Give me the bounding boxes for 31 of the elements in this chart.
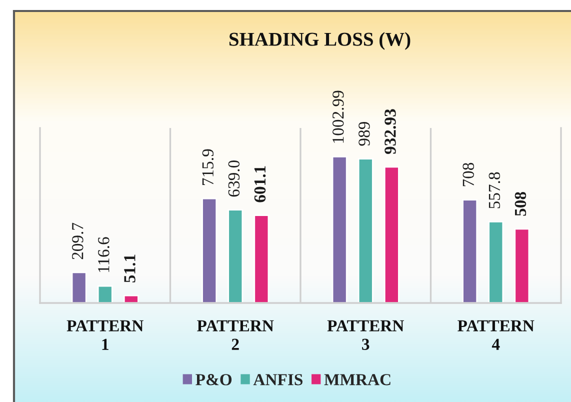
data-label: 557.8: [488, 172, 500, 208]
data-label: 715.9: [202, 149, 214, 185]
data-label: 639.0: [228, 160, 240, 197]
legend-label: P&O: [196, 374, 232, 386]
legend-label: MMRAC: [324, 374, 390, 386]
data-label: 989: [358, 122, 370, 146]
legend-label: ANFIS: [253, 374, 302, 386]
bar: [228, 209, 244, 303]
bar: [384, 166, 400, 303]
bar: [462, 199, 478, 303]
x-tick-label: PATTERN 4: [458, 320, 534, 350]
data-label: 708: [462, 162, 474, 186]
data-label: 209.7: [72, 222, 84, 260]
bar: [71, 272, 87, 303]
bar: [254, 214, 270, 303]
chart-title: SHADING LOSS (W): [230, 32, 410, 50]
x-tick-label: PATTERN 1: [66, 320, 144, 350]
data-label: 508: [514, 192, 526, 216]
data-label: 601.1: [254, 166, 266, 202]
bar: [514, 228, 530, 303]
x-tick-label: PATTERN 3: [327, 320, 404, 350]
x-tick-label: PATTERN 2: [197, 320, 274, 350]
bar: [358, 158, 374, 303]
bar: [488, 220, 504, 303]
bar: [332, 156, 348, 303]
data-label: 932.93: [384, 109, 396, 154]
bar: [97, 285, 113, 303]
data-label: 116.6: [98, 237, 110, 272]
data-label: 1002.99: [332, 90, 344, 143]
data-label: 51.1: [124, 254, 136, 282]
bar: [202, 198, 218, 303]
